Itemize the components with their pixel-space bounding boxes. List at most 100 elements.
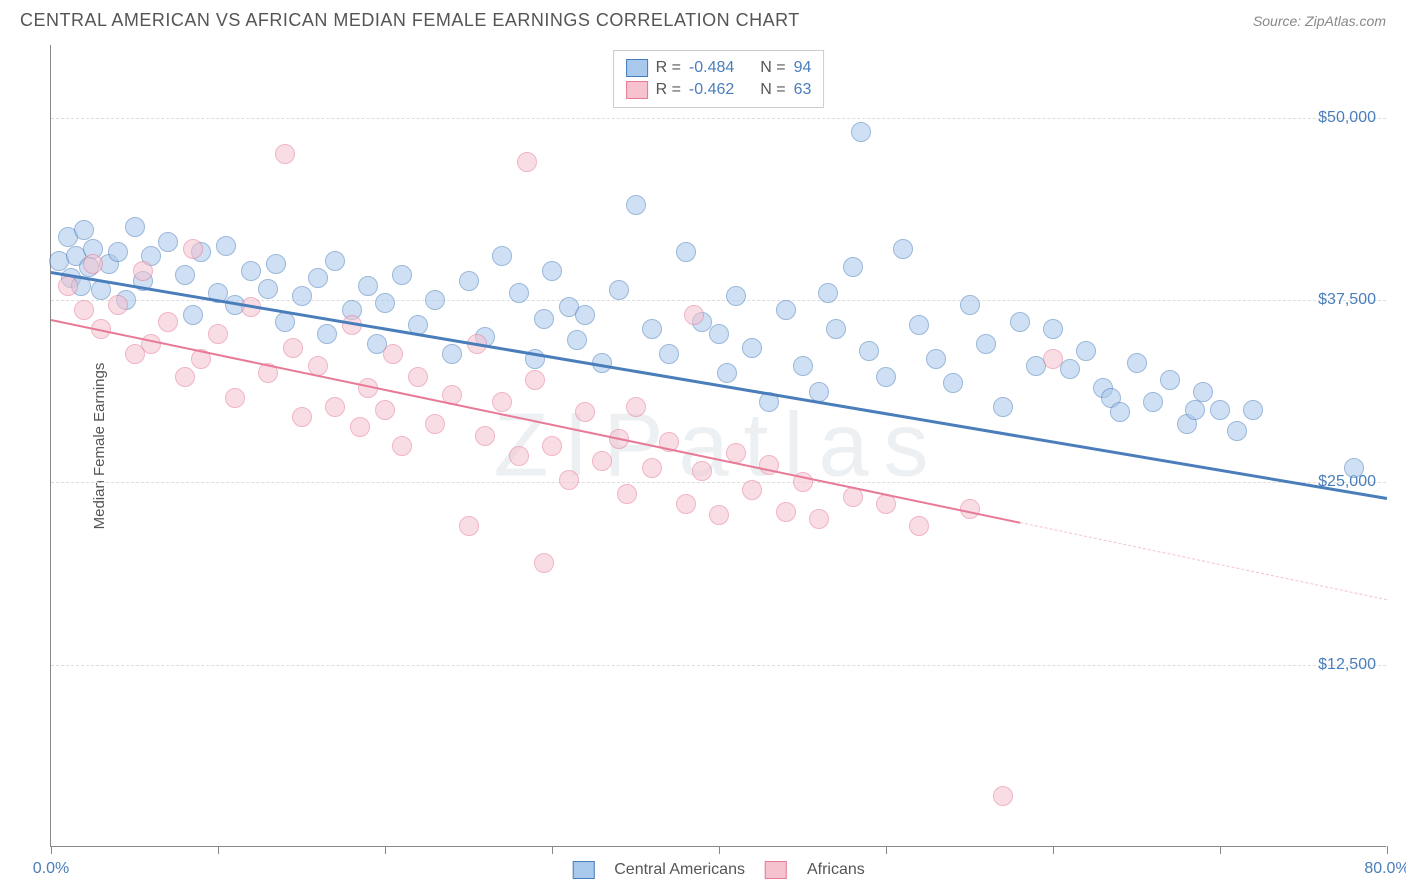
data-point — [141, 334, 161, 354]
x-tick — [385, 846, 386, 854]
data-point — [876, 367, 896, 387]
data-point — [809, 509, 829, 529]
data-point — [509, 283, 529, 303]
data-point — [909, 516, 929, 536]
data-point — [592, 451, 612, 471]
data-point — [275, 312, 295, 332]
data-point — [358, 276, 378, 296]
data-point — [292, 407, 312, 427]
n-value: 63 — [794, 81, 812, 99]
scatter-chart: Median Female Earnings ZIPatlas R = -0.4… — [50, 45, 1386, 847]
data-point — [1143, 392, 1163, 412]
data-point — [517, 152, 537, 172]
data-point — [742, 480, 762, 500]
x-tick-label: 0.0% — [33, 860, 69, 878]
n-value: 94 — [794, 59, 812, 77]
legend-series-label: Africans — [807, 861, 865, 879]
data-point — [960, 295, 980, 315]
legend-stat-row: R = -0.462N = 63 — [626, 79, 812, 101]
correlation-legend: R = -0.484 N = 94 R = -0.462N = 63 — [613, 50, 825, 108]
data-point — [709, 324, 729, 344]
data-point — [575, 305, 595, 325]
data-point — [183, 305, 203, 325]
legend-swatch — [626, 59, 648, 77]
data-point — [266, 254, 286, 274]
data-point — [534, 309, 554, 329]
legend-swatch — [572, 861, 594, 879]
data-point — [208, 324, 228, 344]
data-point — [350, 417, 370, 437]
data-point — [717, 363, 737, 383]
data-point — [726, 286, 746, 306]
gridline — [51, 665, 1386, 666]
data-point — [1043, 319, 1063, 339]
data-point — [642, 458, 662, 478]
data-point — [1344, 458, 1364, 478]
data-point — [492, 246, 512, 266]
data-point — [1010, 312, 1030, 332]
data-point — [542, 261, 562, 281]
data-point — [676, 494, 696, 514]
data-point — [325, 397, 345, 417]
data-point — [325, 251, 345, 271]
data-point — [442, 344, 462, 364]
x-tick — [51, 846, 52, 854]
data-point — [575, 402, 595, 422]
gridline — [51, 482, 1386, 483]
legend-series-label: Central Americans — [614, 861, 745, 879]
legend-swatch — [765, 861, 787, 879]
data-point — [408, 367, 428, 387]
data-point — [158, 312, 178, 332]
data-point — [225, 388, 245, 408]
data-point — [692, 461, 712, 481]
series-legend: Central Americans Africans — [572, 861, 865, 879]
data-point — [617, 484, 637, 504]
data-point — [1127, 353, 1147, 373]
data-point — [183, 239, 203, 259]
data-point — [909, 315, 929, 335]
y-tick-label: $50,000 — [1318, 109, 1376, 127]
r-value: -0.484 — [689, 59, 734, 77]
data-point — [74, 220, 94, 240]
y-tick-label: $12,500 — [1318, 656, 1376, 674]
data-point — [258, 279, 278, 299]
data-point — [108, 295, 128, 315]
data-point — [383, 344, 403, 364]
data-point — [684, 305, 704, 325]
data-point — [175, 367, 195, 387]
regression-line — [1019, 522, 1387, 600]
data-point — [133, 261, 153, 281]
data-point — [1210, 400, 1230, 420]
data-point — [175, 265, 195, 285]
data-point — [275, 144, 295, 164]
data-point — [392, 436, 412, 456]
regression-line — [51, 271, 1387, 499]
data-point — [1060, 359, 1080, 379]
r-label: R = — [656, 81, 681, 99]
data-point — [1160, 370, 1180, 390]
data-point — [567, 330, 587, 350]
data-point — [459, 516, 479, 536]
data-point — [626, 397, 646, 417]
data-point — [125, 217, 145, 237]
data-point — [1185, 400, 1205, 420]
data-point — [216, 236, 236, 256]
data-point — [74, 300, 94, 320]
x-tick — [886, 846, 887, 854]
data-point — [425, 290, 445, 310]
data-point — [542, 436, 562, 456]
legend-stat-row: R = -0.484N = 94 — [626, 57, 812, 79]
n-label: N = — [760, 59, 785, 77]
data-point — [851, 122, 871, 142]
data-point — [776, 300, 796, 320]
source-attribution: Source: ZipAtlas.com — [1253, 13, 1386, 29]
data-point — [317, 324, 337, 344]
data-point — [976, 334, 996, 354]
data-point — [859, 341, 879, 361]
data-point — [609, 280, 629, 300]
data-point — [993, 397, 1013, 417]
data-point — [776, 502, 796, 522]
x-tick — [719, 846, 720, 854]
data-point — [459, 271, 479, 291]
data-point — [525, 370, 545, 390]
